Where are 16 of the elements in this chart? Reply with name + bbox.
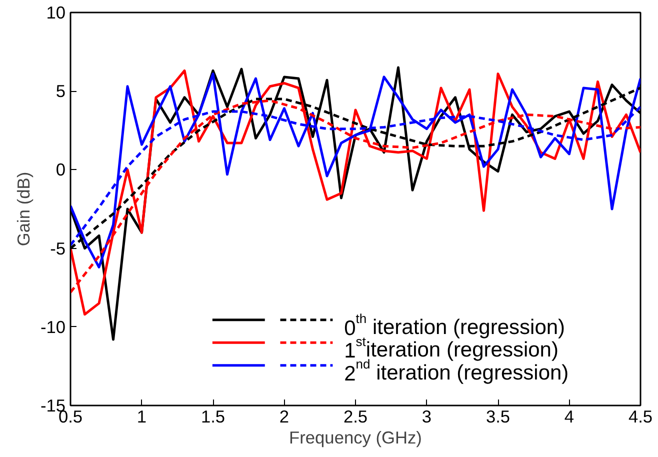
x-tick-label: 4.5 bbox=[628, 406, 653, 426]
y-axis-title: Gain (dB) bbox=[13, 172, 34, 246]
x-tick-label: 4 bbox=[564, 406, 574, 426]
x-axis-title: Frequency (GHz) bbox=[289, 428, 422, 448]
x-tick-label: 3.5 bbox=[486, 406, 510, 426]
y-tick-label: 5 bbox=[56, 81, 66, 102]
x-tick-label: 1 bbox=[136, 406, 147, 426]
x-tick-label: 2.5 bbox=[343, 406, 368, 426]
line-series bbox=[70, 72, 640, 268]
y-tick-label: -5 bbox=[50, 238, 66, 258]
x-tick-label: 1.5 bbox=[200, 406, 226, 426]
y-tick-label: 10 bbox=[46, 2, 66, 22]
y-tick-label: -10 bbox=[40, 316, 66, 337]
y-tick-label: 0 bbox=[56, 160, 66, 180]
x-tick-label: 2 bbox=[279, 406, 290, 426]
x-tick-label: 3 bbox=[422, 406, 432, 426]
